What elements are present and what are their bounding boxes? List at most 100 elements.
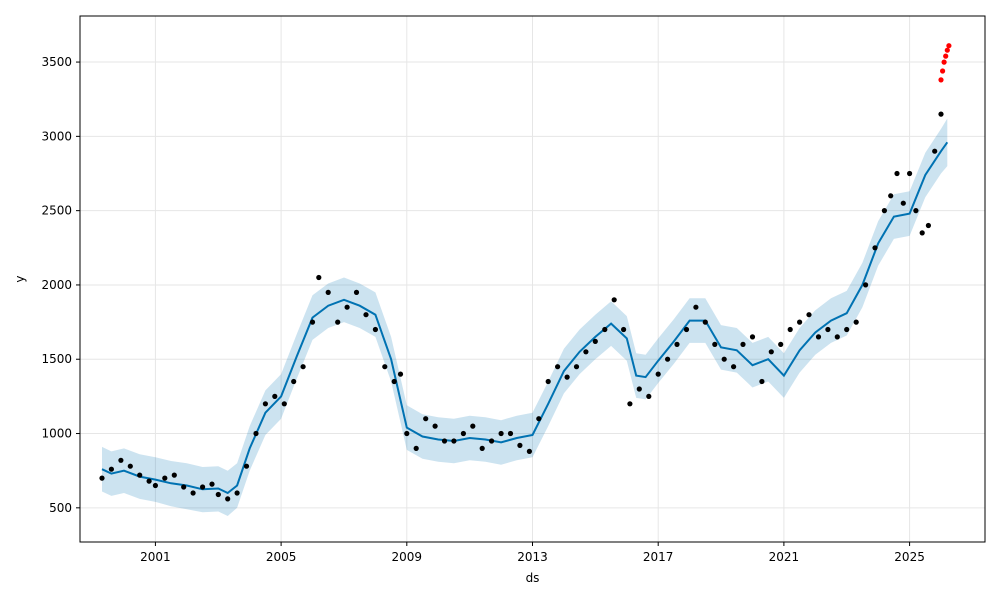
y-tick-label: 500 (49, 501, 72, 515)
observed-point (834, 334, 840, 340)
forecast-line (101, 141, 949, 495)
observed-point (344, 304, 350, 310)
observed-point (611, 297, 617, 303)
observed-point (498, 430, 504, 437)
highlighted-points (938, 43, 952, 83)
y-tick-label: 2000 (41, 278, 72, 292)
observed-point (209, 481, 215, 487)
observed-point (573, 364, 580, 370)
observed-point (913, 208, 919, 214)
observed-point (555, 364, 561, 370)
observed-point (489, 438, 495, 444)
observed-point (372, 326, 378, 333)
highlighted-point (944, 47, 950, 53)
observed-point (621, 326, 627, 333)
observed-point (844, 326, 850, 333)
observed-point (479, 445, 485, 451)
observed-point (627, 401, 633, 407)
observed-point (353, 289, 360, 295)
highlighted-point (938, 77, 944, 83)
observed-point (740, 341, 746, 347)
observed-point (291, 378, 297, 385)
observed-point (932, 148, 938, 154)
observed-point (382, 364, 388, 370)
observed-point (470, 423, 476, 429)
observed-point (272, 393, 278, 399)
observed-point (665, 356, 671, 362)
observed-points (99, 111, 944, 502)
observed-point (171, 472, 177, 478)
x-tick-label: 2005 (266, 550, 297, 564)
observed-point (759, 378, 765, 385)
observed-point (325, 289, 331, 295)
observed-point (888, 193, 894, 199)
y-tick-label: 3500 (41, 55, 72, 69)
observed-point (335, 319, 341, 325)
x-axis-label: ds (526, 571, 540, 585)
highlighted-point (943, 53, 949, 59)
observed-point (881, 208, 888, 214)
observed-point (300, 364, 306, 370)
observed-point (702, 319, 708, 325)
y-axis-label: y (13, 275, 27, 282)
observed-point (137, 472, 143, 478)
observed-point (797, 319, 803, 325)
observed-point (451, 438, 457, 444)
observed-point (309, 319, 316, 325)
observed-point (919, 230, 925, 236)
observed-point (853, 319, 859, 325)
observed-point (215, 491, 221, 498)
observed-point (391, 378, 397, 385)
observed-point (655, 371, 661, 377)
observed-point (674, 341, 680, 347)
observed-point (181, 484, 187, 490)
observed-point (592, 338, 598, 344)
x-tick-label: 2021 (769, 550, 800, 564)
observed-point (363, 312, 369, 318)
observed-point (646, 393, 652, 399)
highlighted-point (940, 68, 946, 74)
observed-point (749, 334, 756, 340)
observed-point (397, 371, 404, 377)
x-tick-label: 2017 (643, 550, 674, 564)
observed-point (108, 466, 114, 472)
observed-point (253, 430, 259, 437)
observed-point (413, 445, 419, 451)
x-tick-label: 2025 (894, 550, 925, 564)
observed-point (787, 326, 793, 333)
y-tick-label: 3000 (41, 129, 72, 143)
observed-point (768, 349, 774, 355)
observed-point (894, 170, 900, 177)
y-tick-label: 1000 (41, 427, 72, 441)
observed-point (900, 200, 906, 206)
observed-point (262, 401, 268, 407)
observed-point (907, 170, 913, 177)
observed-point (602, 326, 608, 333)
highlighted-point (941, 59, 947, 65)
observed-point (316, 274, 322, 281)
observed-point (146, 478, 152, 484)
observed-point (460, 430, 466, 437)
observed-point (925, 222, 932, 229)
observed-point (693, 304, 699, 310)
observed-point (152, 482, 158, 489)
observed-point (731, 364, 737, 370)
x-tick-label: 2013 (517, 550, 548, 564)
observed-point (938, 111, 944, 117)
observed-point (636, 386, 642, 392)
observed-point (441, 438, 448, 444)
observed-point (423, 416, 429, 422)
observed-point (243, 463, 250, 469)
observed-point (863, 282, 869, 288)
observed-point (281, 401, 287, 407)
observed-point (825, 326, 831, 333)
observed-point (225, 496, 231, 502)
observed-point (127, 463, 133, 469)
grid-lines (80, 16, 985, 542)
observed-point (99, 475, 105, 481)
observed-point (583, 349, 589, 355)
y-tick-label: 2500 (41, 204, 72, 218)
y-tick-label: 1500 (41, 352, 72, 366)
observed-point (526, 448, 533, 454)
